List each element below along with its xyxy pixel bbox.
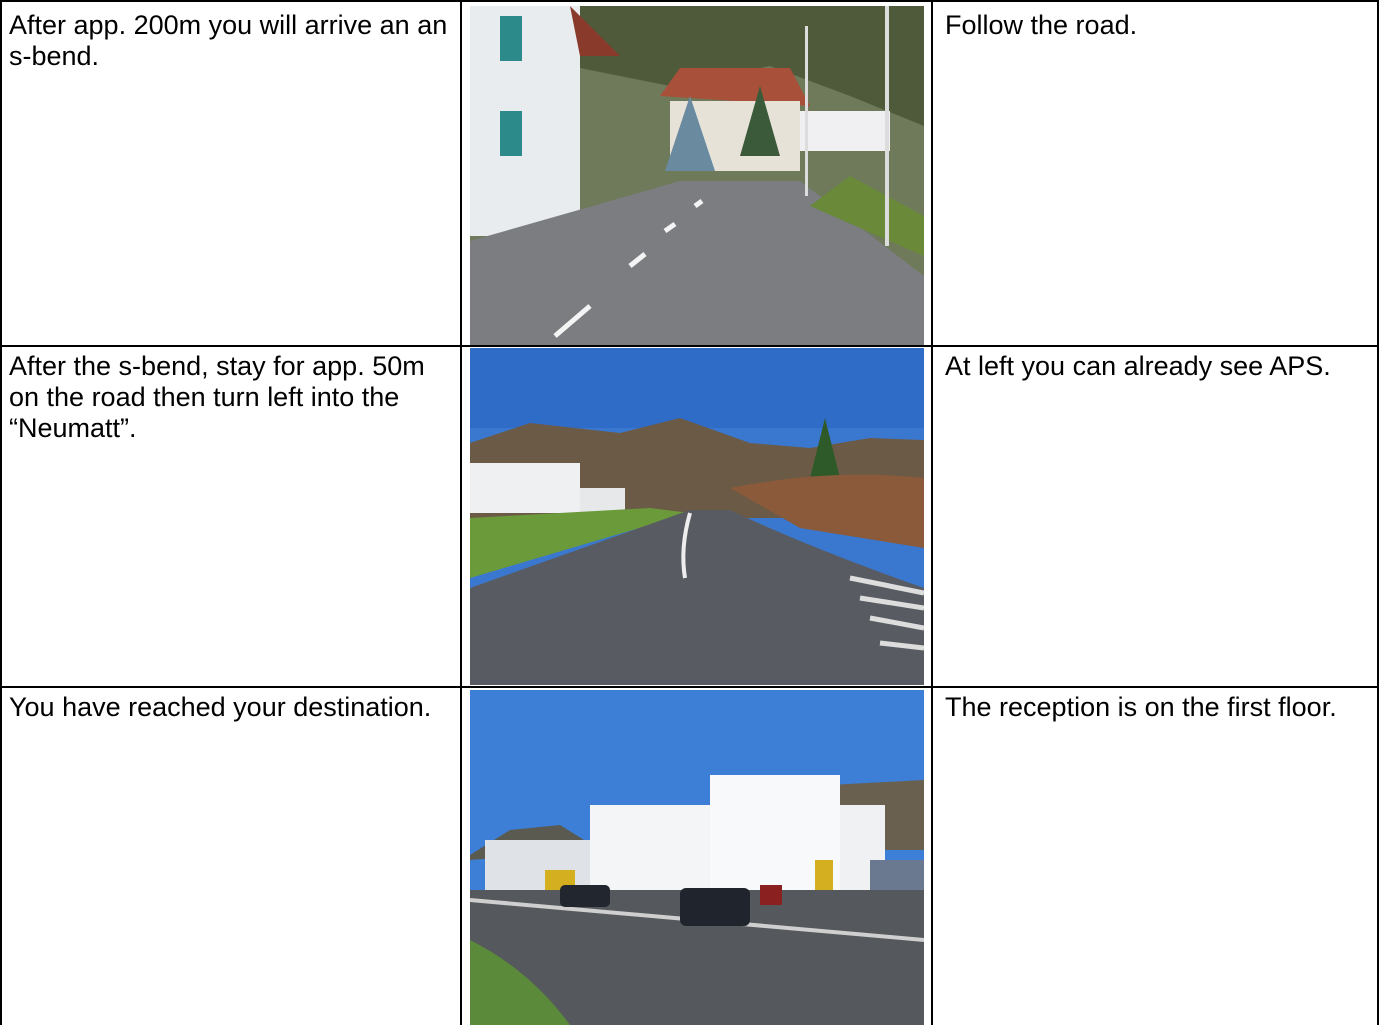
table-border — [0, 345, 1379, 347]
photo — [470, 690, 924, 1025]
table-border — [0, 0, 1379, 2]
photo — [470, 6, 924, 345]
photo — [470, 348, 924, 685]
cell-text: At left you can already see APS. — [945, 351, 1331, 381]
cell-text: Follow the road. — [945, 10, 1138, 40]
cell-text: The reception is on the first floor. — [945, 692, 1337, 722]
table-border — [931, 0, 933, 1025]
cell-text: You have reached your destination. — [9, 692, 432, 722]
table-border — [460, 0, 462, 1025]
table-border — [0, 686, 1379, 688]
table-border — [1377, 0, 1379, 1025]
cell-text: After the s-bend, stay for app. 50m on t… — [9, 351, 425, 443]
table-border — [0, 0, 2, 1025]
cell-text: After app. 200m you will arrive an an s-… — [9, 10, 448, 71]
